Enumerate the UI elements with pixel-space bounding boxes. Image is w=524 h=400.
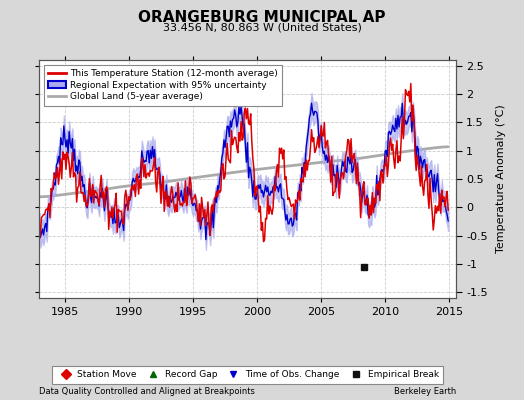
Text: Berkeley Earth: Berkeley Earth (394, 387, 456, 396)
Text: ORANGEBURG MUNICIPAL AP: ORANGEBURG MUNICIPAL AP (138, 10, 386, 25)
Y-axis label: Temperature Anomaly (°C): Temperature Anomaly (°C) (496, 105, 506, 253)
Text: 33.456 N, 80.863 W (United States): 33.456 N, 80.863 W (United States) (162, 22, 362, 32)
Legend: Station Move, Record Gap, Time of Obs. Change, Empirical Break: Station Move, Record Gap, Time of Obs. C… (52, 366, 443, 384)
Text: Data Quality Controlled and Aligned at Breakpoints: Data Quality Controlled and Aligned at B… (39, 387, 255, 396)
